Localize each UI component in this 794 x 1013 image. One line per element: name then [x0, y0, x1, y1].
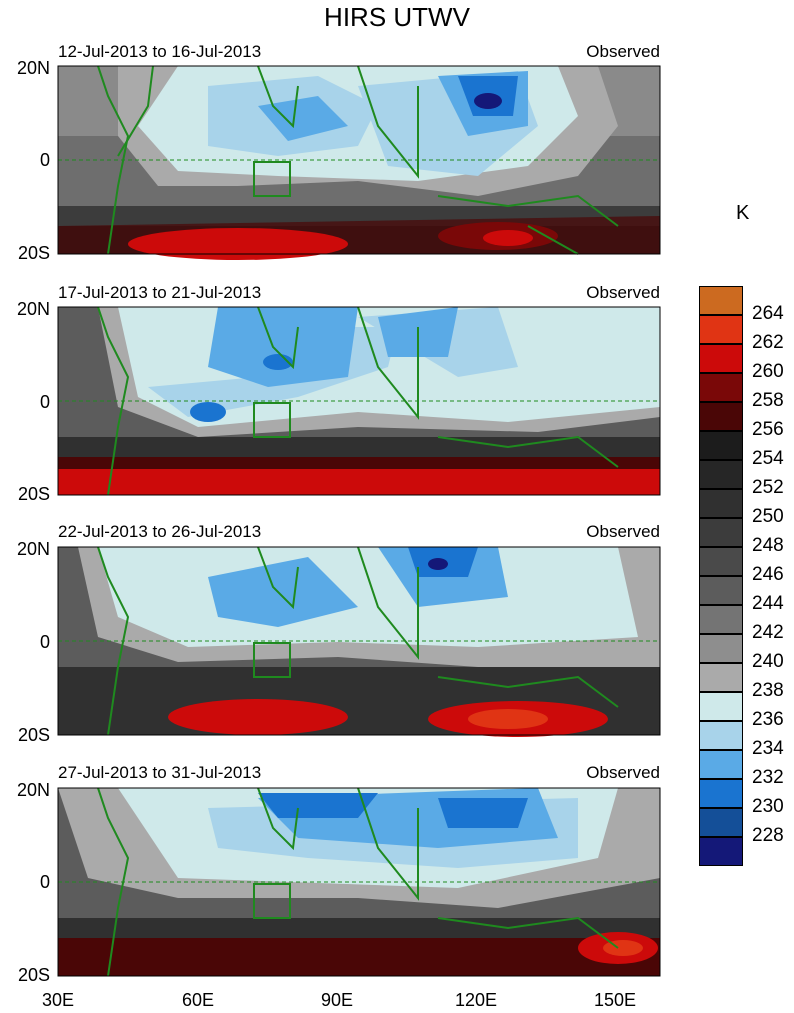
colorbar-swatch [699, 663, 743, 692]
colorbar-swatch [699, 750, 743, 779]
colorbar-swatch [699, 518, 743, 547]
colorbar-swatch [699, 779, 743, 808]
colorbar-tick-label: 252 [752, 477, 784, 498]
lat-label-20n: 20N [16, 539, 50, 559]
colorbar-swatch [699, 402, 743, 431]
colorbar-tick-label: 236 [752, 709, 784, 730]
colorbar-swatch [699, 634, 743, 663]
colorbar-tick-label: 228 [752, 825, 784, 846]
colorbar-tick-label: 242 [752, 622, 784, 643]
panel-date-range: 22-Jul-2013 to 26-Jul-2013 [58, 522, 262, 541]
map-panel [57, 65, 661, 260]
colorbar-tick-label: 232 [752, 767, 784, 788]
lon-label: 60E [181, 990, 215, 1010]
colorbar-swatch [699, 721, 743, 750]
colorbar-swatch [699, 489, 743, 518]
colorbar-tick-label: 240 [752, 651, 784, 672]
colorbar-swatch [699, 460, 743, 489]
colorbar-swatch [699, 837, 743, 866]
lat-label-eq: 0 [39, 872, 50, 892]
lat-label-eq: 0 [39, 150, 50, 170]
lat-label-20n: 20N [16, 780, 50, 800]
colorbar-swatch [699, 344, 743, 373]
colorbar-tick-label: 256 [752, 419, 784, 440]
lat-label-20s: 20S [17, 725, 50, 745]
lat-label-20n: 20N [16, 299, 50, 319]
colorbar-tick-label: 262 [752, 332, 784, 353]
panel-tag: Observed [586, 522, 660, 541]
colorbar-swatch [699, 692, 743, 721]
panel-date-range: 12-Jul-2013 to 16-Jul-2013 [58, 42, 262, 61]
lat-label-20s: 20S [17, 484, 50, 504]
lon-label: 90E [320, 990, 354, 1010]
map-panel [57, 546, 661, 737]
lat-label-eq: 0 [39, 392, 50, 412]
colorbar-swatch [699, 315, 743, 344]
lon-label: 120E [454, 990, 498, 1010]
colorbar-swatch [699, 547, 743, 576]
lat-label-20s: 20S [17, 965, 50, 985]
panel-tag: Observed [586, 763, 660, 782]
colorbar-swatch [699, 431, 743, 460]
colorbar-tick-label: 246 [752, 564, 784, 585]
panel-tag: Observed [586, 283, 660, 302]
lon-label: 30E [41, 990, 75, 1010]
colorbar-swatch [699, 808, 743, 837]
lon-label: 150E [593, 990, 637, 1010]
colorbar-swatch [699, 605, 743, 634]
map-panel [57, 787, 661, 977]
colorbar-tick-label: 250 [752, 506, 784, 527]
colorbar-tick-label: 258 [752, 390, 784, 411]
colorbar-tick-label: 234 [752, 738, 784, 759]
lat-label-20s: 20S [17, 243, 50, 263]
panel-date-range: 17-Jul-2013 to 21-Jul-2013 [58, 283, 262, 302]
lat-label-eq: 0 [39, 632, 50, 652]
colorbar-tick-label: 264 [752, 303, 784, 324]
panel-tag: Observed [586, 42, 660, 61]
colorbar-tick-label: 248 [752, 535, 784, 556]
colorbar-tick-label: 254 [752, 448, 784, 469]
unit-label: K [736, 202, 750, 224]
colorbar [699, 286, 743, 866]
colorbar-swatch [699, 373, 743, 402]
panel-date-range: 27-Jul-2013 to 31-Jul-2013 [58, 763, 262, 782]
colorbar-tick-label: 238 [752, 680, 784, 701]
map-panel [57, 306, 661, 496]
colorbar-tick-label: 260 [752, 361, 784, 382]
map-title: HIRS UTWV [324, 2, 470, 32]
colorbar-tick-label: 244 [752, 593, 784, 614]
colorbar-swatch [699, 576, 743, 605]
colorbar-swatch [699, 286, 743, 315]
colorbar-tick-label: 230 [752, 796, 784, 817]
lat-label-20n: 20N [16, 58, 50, 78]
